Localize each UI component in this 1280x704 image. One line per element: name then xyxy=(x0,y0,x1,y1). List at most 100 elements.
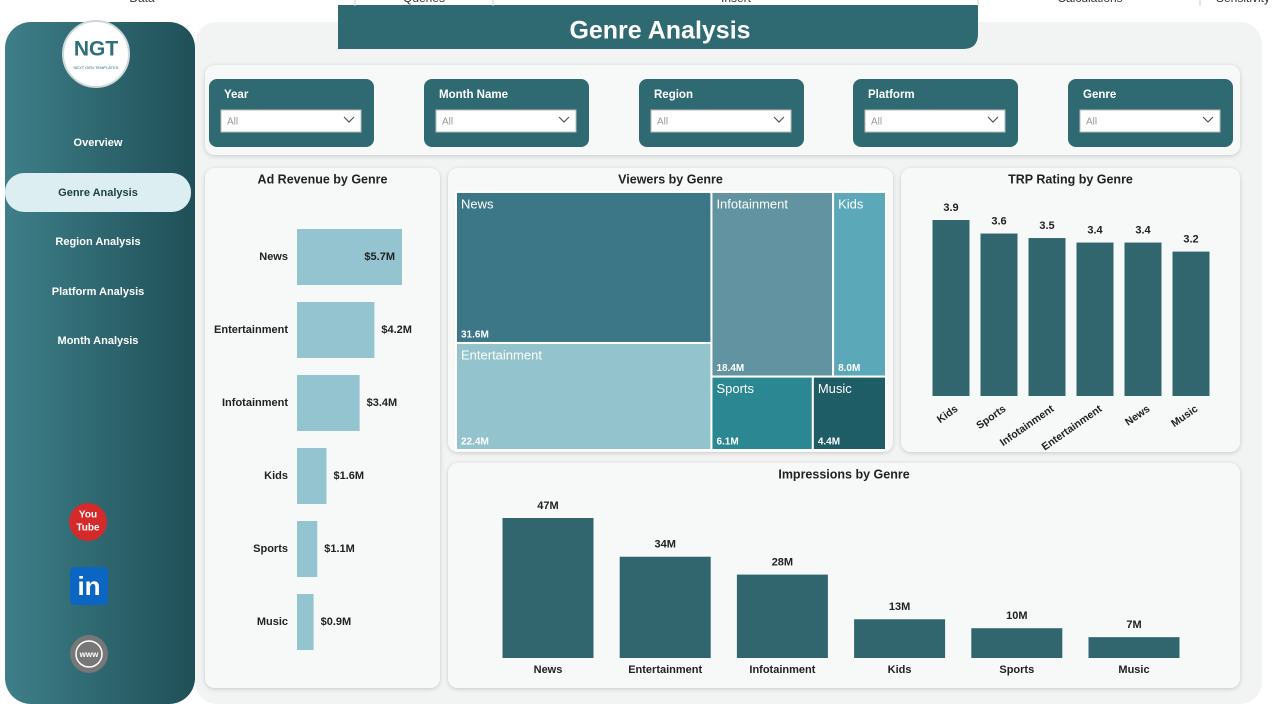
value-label: $0.9M xyxy=(321,616,352,628)
filter-label: Platform xyxy=(868,89,915,101)
nav-item[interactable]: Genre Analysis xyxy=(58,187,138,199)
dropdown-value: All xyxy=(1086,117,1097,128)
filter-label: Genre xyxy=(1083,89,1116,101)
ribbon-tab[interactable]: Queries xyxy=(403,0,445,5)
category-label: News xyxy=(259,251,288,263)
bar xyxy=(297,229,402,285)
bar xyxy=(932,220,970,396)
logo xyxy=(62,20,130,88)
chevron xyxy=(773,116,785,123)
cell-name: Infotainment xyxy=(716,196,788,211)
title-banner xyxy=(338,5,978,49)
dropdown[interactable] xyxy=(1079,109,1221,133)
ribbon-tab[interactable]: Calculations xyxy=(1057,0,1122,5)
bar xyxy=(1124,242,1162,396)
page-title: Genre Analysis xyxy=(569,17,750,45)
value-label: 3.6 xyxy=(991,215,1006,227)
chevron xyxy=(987,116,999,123)
bar xyxy=(980,233,1018,396)
value-label: $1.1M xyxy=(324,543,355,555)
web-text: www xyxy=(79,650,99,659)
value-label: 3.9 xyxy=(943,202,958,214)
nav-item[interactable]: Overview xyxy=(74,137,123,149)
cell-name: Kids xyxy=(838,196,864,211)
ribbon-tab[interactable]: Sensitivity xyxy=(1216,0,1270,5)
bar xyxy=(736,574,828,658)
youtube-icon[interactable] xyxy=(69,503,107,541)
filter-label: Month Name xyxy=(439,89,508,101)
cell-name: Music xyxy=(818,381,852,396)
dropdown[interactable] xyxy=(650,109,792,133)
chart-title: Ad Revenue by Genre xyxy=(258,172,388,186)
chart-title: TRP Rating by Genre xyxy=(1008,172,1133,186)
value-label: $5.7M xyxy=(364,251,395,263)
nav-item[interactable]: Region Analysis xyxy=(55,236,140,248)
treemap-cell xyxy=(811,375,888,451)
ribbon-tab[interactable]: Insert xyxy=(721,0,752,5)
value-label: 34M xyxy=(654,539,675,551)
bar xyxy=(854,619,946,658)
category-label: Kids xyxy=(888,664,912,676)
bar xyxy=(297,594,314,650)
nav-item[interactable]: Platform Analysis xyxy=(52,286,145,298)
nav-selected xyxy=(5,173,191,212)
nav-item[interactable]: Month Analysis xyxy=(58,335,139,347)
bar xyxy=(502,518,594,658)
value-label: 3.4 xyxy=(1087,224,1103,236)
cell-name: News xyxy=(461,196,494,211)
youtube-text: You xyxy=(79,510,97,521)
dropdown-value: All xyxy=(657,117,668,128)
chart-title: Viewers by Genre xyxy=(618,172,723,186)
bar xyxy=(971,628,1063,658)
value-label: $3.4M xyxy=(367,397,398,409)
filter-label: Year xyxy=(224,89,249,101)
chevron xyxy=(1202,116,1214,123)
value-label: 13M xyxy=(889,601,910,613)
value-label: 7M xyxy=(1126,619,1141,631)
value-label: 10M xyxy=(1006,610,1027,622)
ribbon xyxy=(0,0,1280,8)
value-label: 47M xyxy=(537,500,558,512)
linkedin-icon[interactable] xyxy=(70,567,108,605)
value-label: $1.6M xyxy=(333,470,364,482)
value-label: 3.5 xyxy=(1039,220,1054,232)
bar xyxy=(297,375,360,431)
chevron xyxy=(343,116,355,123)
globe xyxy=(75,640,103,668)
category-label: Entertainment xyxy=(214,324,288,336)
cell-value: 8.0M xyxy=(838,363,860,374)
dropdown-value: All xyxy=(871,117,882,128)
cell-name: Entertainment xyxy=(461,347,542,362)
logo-mark: NGT xyxy=(74,38,119,61)
dropdown-value: All xyxy=(227,117,238,128)
dropdown[interactable] xyxy=(220,109,362,133)
bar xyxy=(297,302,375,358)
cell-value: 22.4M xyxy=(461,437,489,448)
chevron xyxy=(558,116,570,123)
dropdown-value: All xyxy=(442,117,453,128)
value-label: 28M xyxy=(772,557,793,569)
youtube-text: Tube xyxy=(76,523,100,534)
bar xyxy=(619,556,711,658)
category-label: Sports xyxy=(253,543,288,555)
cell-name: Sports xyxy=(716,381,754,396)
cell-value: 6.1M xyxy=(716,437,738,448)
treemap-cell xyxy=(710,191,835,378)
ribbon-tab[interactable]: Data xyxy=(129,0,155,5)
treemap-cell xyxy=(455,191,713,344)
dropdown[interactable] xyxy=(435,109,577,133)
category-label: Infotainment xyxy=(222,397,288,409)
bar xyxy=(297,448,327,504)
category-label: Music xyxy=(257,616,288,628)
cell-value: 4.4M xyxy=(818,437,840,448)
category-label: Entertainment xyxy=(628,664,702,676)
cell-value: 31.6M xyxy=(461,330,489,341)
bar xyxy=(297,521,318,577)
cell-value: 18.4M xyxy=(716,363,744,374)
dropdown[interactable] xyxy=(864,109,1006,133)
category-label: News xyxy=(534,664,563,676)
filter-label: Region xyxy=(654,89,693,101)
linkedin-text: in xyxy=(77,571,100,601)
logo-tagline: NEXT GEN TEMPLATES xyxy=(74,65,119,70)
